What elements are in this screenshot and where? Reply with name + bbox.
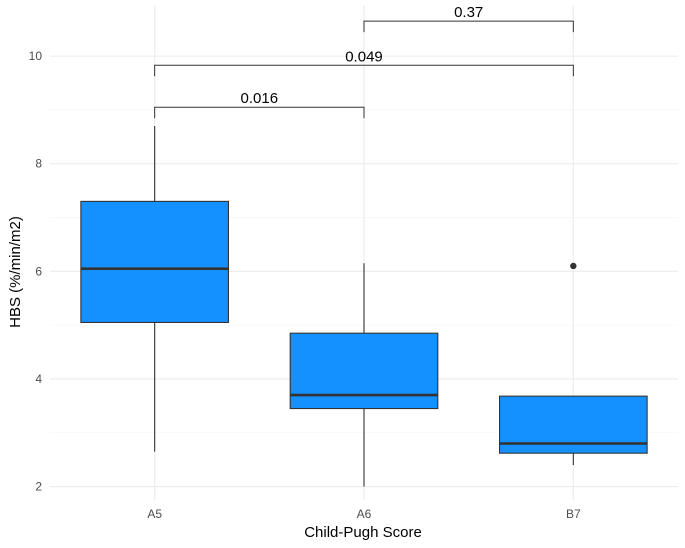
box-a6 [289,263,439,487]
x-axis-ticks: A5 A6 B7 [147,507,581,521]
x-tick-label: A5 [147,507,162,521]
x-tick-label: A6 [357,507,372,521]
y-axis-ticks: 2 4 6 8 10 [29,49,43,493]
y-tick-label: 2 [35,480,42,494]
x-axis-title: Child-Pugh Score [304,524,422,541]
bracket-a5-a6: 0.016 [154,90,365,119]
y-axis-title: HBS (%/min/m2) [7,216,24,328]
box-a5 [80,126,230,452]
bracket-line [154,106,365,119]
y-tick-label: 8 [35,157,42,171]
bracket-line [363,20,574,33]
y-tick-label: 4 [35,372,42,386]
bracket-line [154,64,574,77]
bracket-a6-b7: 0.37 [363,4,574,33]
y-tick-label: 10 [29,49,43,63]
bracket-a5-b7: 0.049 [154,48,574,77]
p-value-label: 0.37 [454,4,483,21]
y-tick-label: 6 [35,264,42,278]
box-body [80,200,230,323]
box-body [289,332,439,410]
x-tick-label: B7 [566,507,581,521]
outlier-point [570,262,577,270]
p-value-label: 0.016 [241,90,279,107]
significance-brackets: 0.37 0.049 0.016 [154,4,574,119]
box-b7 [498,262,648,466]
p-value-label: 0.049 [345,48,383,65]
boxes [80,126,648,487]
